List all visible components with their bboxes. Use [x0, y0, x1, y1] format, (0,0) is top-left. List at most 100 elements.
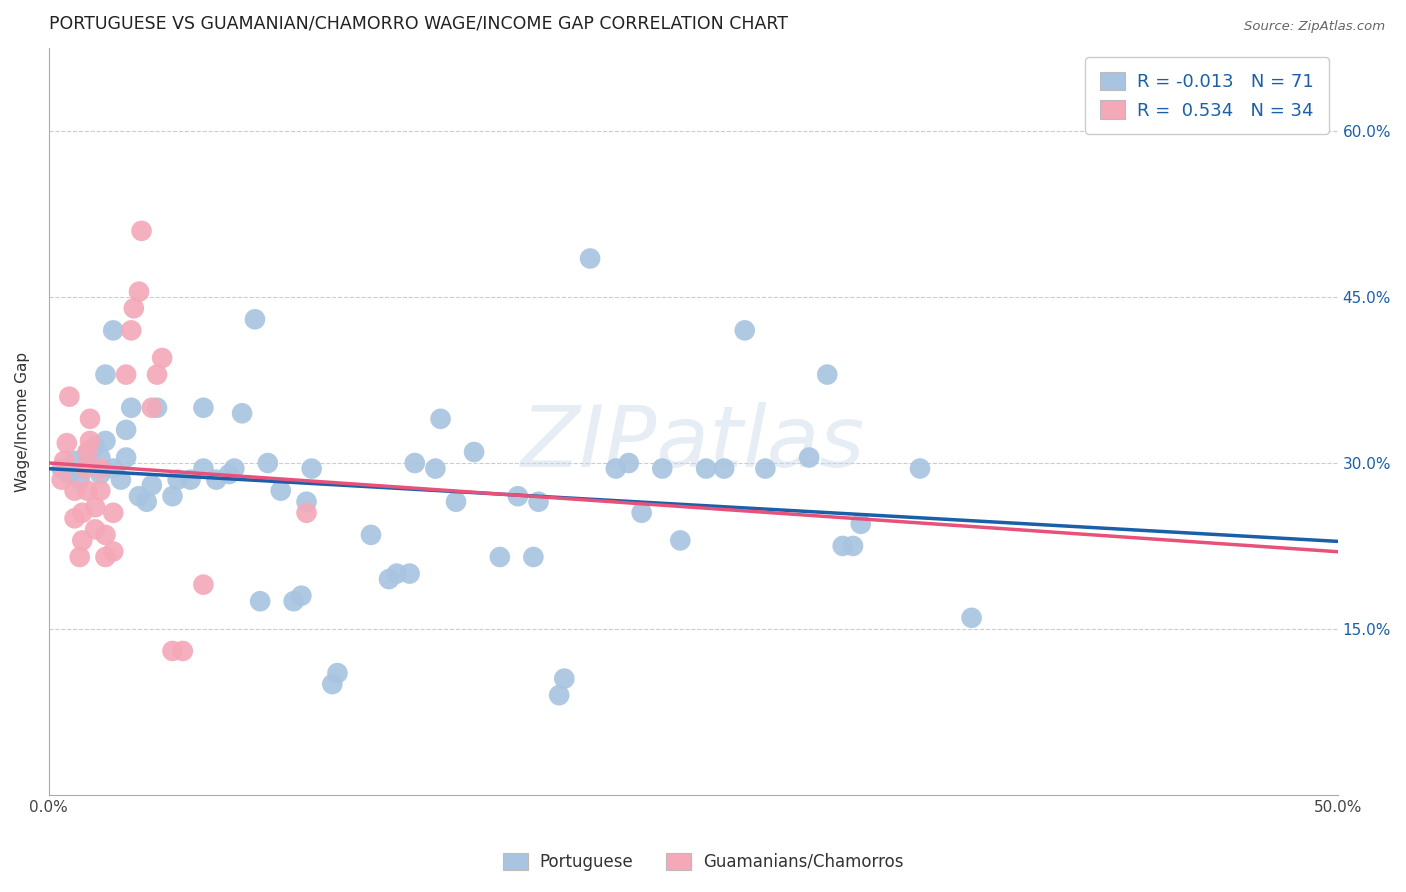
Point: [713, 461, 735, 475]
Point: [553, 672, 575, 686]
Point: [120, 323, 142, 337]
Point: [103, 323, 125, 337]
Point: [84, 500, 107, 515]
Point: [69, 549, 91, 564]
Point: [301, 461, 323, 475]
Point: [141, 401, 163, 415]
Point: [243, 312, 266, 326]
Legend: R = -0.013   N = 71, R =  0.534   N = 34: R = -0.013 N = 71, R = 0.534 N = 34: [1085, 57, 1329, 134]
Text: Source: ZipAtlas.com: Source: ZipAtlas.com: [1244, 20, 1385, 33]
Point: [146, 401, 169, 415]
Point: [193, 461, 215, 475]
Point: [94, 368, 117, 382]
Point: [63, 454, 86, 468]
Point: [605, 461, 627, 475]
Point: [734, 323, 756, 337]
Point: [128, 285, 150, 299]
Point: [69, 473, 91, 487]
Point: [89, 467, 111, 481]
Point: [224, 461, 246, 475]
Point: [548, 688, 571, 702]
Point: [73, 461, 96, 475]
Point: [89, 483, 111, 498]
Point: [103, 544, 125, 558]
Point: [283, 594, 305, 608]
Point: [146, 368, 169, 382]
Point: [360, 528, 382, 542]
Point: [270, 483, 292, 498]
Point: [162, 644, 184, 658]
Point: [94, 549, 117, 564]
Point: [103, 461, 125, 475]
Point: [630, 506, 652, 520]
Y-axis label: Wage/Income Gap: Wage/Income Gap: [15, 351, 30, 491]
Point: [295, 494, 318, 508]
Point: [115, 368, 138, 382]
Point: [463, 445, 485, 459]
Text: PORTUGUESE VS GUAMANIAN/CHAMORRO WAGE/INCOME GAP CORRELATION CHART: PORTUGUESE VS GUAMANIAN/CHAMORRO WAGE/IN…: [49, 15, 787, 33]
Point: [89, 450, 111, 465]
Point: [162, 489, 184, 503]
Point: [205, 473, 228, 487]
Point: [193, 577, 215, 591]
Point: [115, 450, 138, 465]
Point: [110, 473, 132, 487]
Point: [326, 666, 349, 681]
Point: [131, 224, 153, 238]
Point: [150, 351, 173, 365]
Point: [398, 566, 420, 581]
Point: [651, 461, 673, 475]
Point: [76, 447, 98, 461]
Point: [58, 390, 80, 404]
Legend: Portuguese, Guamanians/Chamorros: Portuguese, Guamanians/Chamorros: [494, 845, 912, 880]
Point: [815, 368, 838, 382]
Point: [908, 461, 931, 475]
Point: [842, 539, 865, 553]
Point: [429, 412, 451, 426]
Point: [290, 589, 312, 603]
Point: [76, 483, 98, 498]
Point: [295, 506, 318, 520]
Point: [669, 533, 692, 548]
Point: [172, 644, 194, 658]
Point: [506, 489, 529, 503]
Point: [444, 494, 467, 508]
Point: [103, 506, 125, 520]
Point: [218, 467, 240, 481]
Point: [754, 461, 776, 475]
Point: [51, 461, 73, 475]
Point: [72, 506, 94, 520]
Point: [63, 483, 86, 498]
Point: [128, 489, 150, 503]
Point: [193, 401, 215, 415]
Point: [76, 445, 98, 459]
Point: [799, 450, 821, 465]
Point: [79, 412, 101, 426]
Point: [58, 467, 80, 481]
Point: [960, 611, 983, 625]
Point: [257, 456, 280, 470]
Point: [404, 456, 426, 470]
Point: [94, 528, 117, 542]
Point: [695, 461, 717, 475]
Point: [89, 461, 111, 475]
Point: [84, 440, 107, 454]
Point: [122, 301, 145, 316]
Point: [180, 473, 202, 487]
Point: [51, 473, 73, 487]
Point: [321, 677, 343, 691]
Point: [527, 494, 550, 508]
Point: [141, 478, 163, 492]
Point: [849, 516, 872, 531]
Point: [53, 454, 76, 468]
Point: [84, 522, 107, 536]
Point: [120, 401, 142, 415]
Point: [425, 461, 447, 475]
Point: [617, 456, 640, 470]
Point: [56, 436, 79, 450]
Point: [522, 549, 544, 564]
Text: ZIPatlas: ZIPatlas: [522, 402, 865, 485]
Point: [378, 572, 401, 586]
Point: [831, 539, 853, 553]
Point: [231, 406, 253, 420]
